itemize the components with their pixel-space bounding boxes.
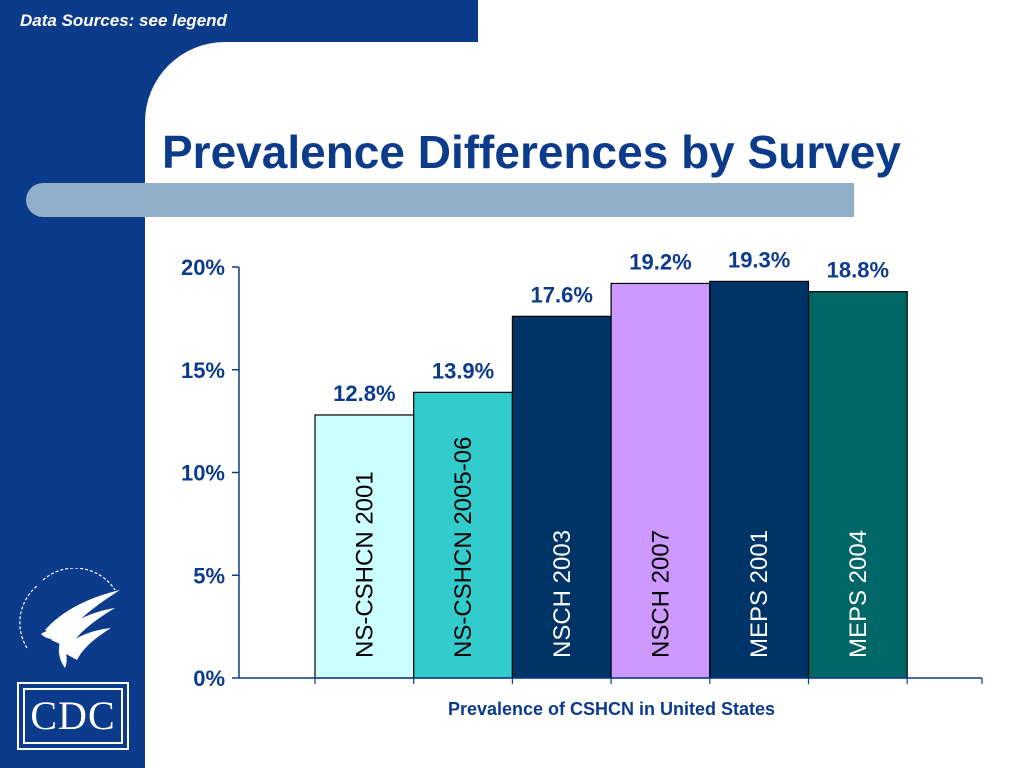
data-label: 19.3%	[728, 247, 790, 272]
cdc-logo: CDC	[17, 682, 129, 750]
title-underline-bar	[26, 183, 854, 217]
y-tick-label: 10%	[181, 461, 225, 486]
bar	[511, 315, 612, 679]
data-label: 13.9%	[432, 358, 494, 383]
bar	[610, 282, 711, 679]
hhs-seal-icon	[19, 568, 120, 668]
data-label: 18.8%	[827, 258, 889, 283]
data-label: 17.6%	[531, 282, 593, 307]
bar	[709, 280, 810, 679]
bar	[413, 391, 514, 679]
category-label: NSCH 2003	[549, 530, 576, 658]
y-tick-label: 5%	[193, 563, 225, 588]
category-label: NS-CSHCN 2005-06	[450, 437, 477, 658]
y-axis: 0% 5% 10% 15% 20%	[181, 255, 983, 691]
data-label: 12.8%	[333, 381, 395, 406]
bar-labels: 12.8% NS-CSHCN 2001 13.9% NS-CSHCN 2005-06 1…	[333, 247, 889, 658]
corner-curve	[145, 42, 225, 122]
data-label: 19.2%	[629, 249, 691, 274]
cdc-logo-text: CDC	[23, 688, 123, 744]
y-tick-label: 20%	[181, 255, 225, 280]
category-label: MEPS 2004	[845, 530, 872, 658]
x-axis-label: Prevalence of CSHCN in United States	[448, 699, 775, 719]
category-label: NSCH 2007	[647, 530, 674, 658]
bar	[807, 291, 908, 679]
y-tick-label: 15%	[181, 358, 225, 383]
slide-title: Prevalence Differences by Survey	[162, 126, 901, 178]
bars	[314, 280, 908, 679]
y-tick-label: 0%	[193, 666, 225, 691]
top-brand-band: Data Sources: see legend	[0, 0, 478, 42]
category-label: MEPS 2001	[746, 530, 773, 658]
category-label: NS-CSHCN 2001	[351, 471, 378, 658]
data-source-note: Data Sources: see legend	[20, 11, 227, 30]
